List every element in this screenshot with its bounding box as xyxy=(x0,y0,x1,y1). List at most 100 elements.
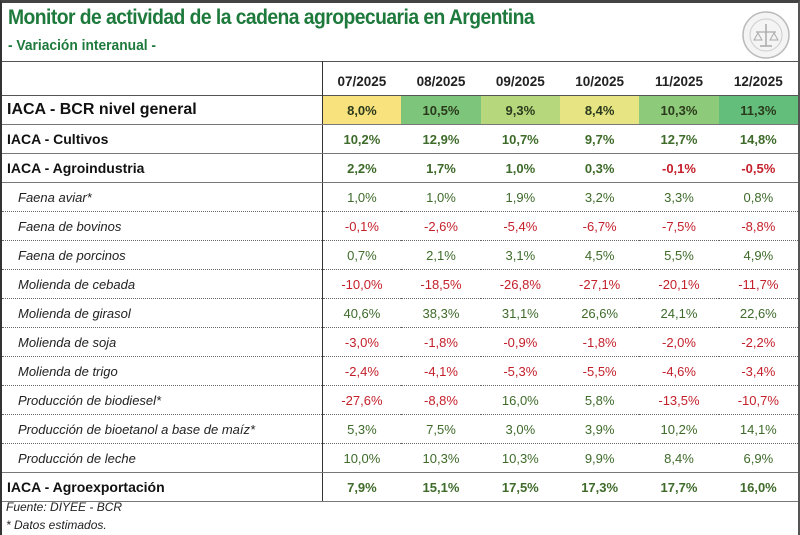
value-cell: 3,2% xyxy=(559,182,640,212)
value-cell: 1,7% xyxy=(401,153,481,183)
value-cell: 38,3% xyxy=(401,298,481,328)
value-cell: 1,0% xyxy=(401,182,481,212)
value-cell: -10,0% xyxy=(322,269,402,299)
table-row: Producción de leche 10,0% 10,3% 10,3% 9,9% 8,… xyxy=(2,443,798,473)
value-cell: 10,2% xyxy=(639,414,719,444)
value-cell: -1,8% xyxy=(559,327,640,357)
value-cell: 3,1% xyxy=(480,240,560,270)
page-subtitle: - Variación interanual - xyxy=(8,37,157,54)
value-cell: 17,5% xyxy=(480,472,560,502)
value-cell: -2,4% xyxy=(322,356,402,386)
value-cell: -6,7% xyxy=(559,211,640,241)
value-cell: 14,1% xyxy=(718,414,798,444)
row-label: Molienda de cebada xyxy=(2,269,323,299)
table-row: Faena de porcinos 0,7% 2,1% 3,1% 4,5% 5,5% 4,9… xyxy=(2,240,798,270)
value-cell: 5,5% xyxy=(639,240,719,270)
value-cell: -1,8% xyxy=(401,327,481,357)
table-row: Molienda de trigo -2,4% -4,1% -5,3% -5,5% -4,… xyxy=(2,356,798,386)
value-cell: 15,1% xyxy=(401,472,481,502)
header-blank xyxy=(2,61,323,96)
row-label: Molienda de trigo xyxy=(2,356,323,386)
row-label: IACA - BCR nivel general xyxy=(2,95,323,125)
column-header: 12/2025 xyxy=(733,74,783,89)
table-row: Molienda de cebada -10,0% -18,5% -26,8% -27,… xyxy=(2,269,798,299)
table-row: Producción de biodiesel* -27,6% -8,8% 16,0%… xyxy=(2,385,798,415)
value-cell: -0,9% xyxy=(480,327,560,357)
value-cell: 17,7% xyxy=(639,472,719,502)
value-cell: 7,5% xyxy=(401,414,481,444)
value-cell: 1,9% xyxy=(480,182,560,212)
value-cell: 14,8% xyxy=(718,124,798,154)
value-cell: 3,0% xyxy=(480,414,560,444)
value-cell: 9,7% xyxy=(559,124,640,154)
value-cell: 10,3% xyxy=(480,443,560,473)
value-cell: 0,8% xyxy=(718,182,798,212)
page-title: Monitor de actividad de la cadena agrope… xyxy=(8,6,535,29)
value-cell: -27,6% xyxy=(322,385,402,415)
value-cell: -2,2% xyxy=(718,327,798,357)
table-row: Molienda de soja -3,0% -1,8% -0,9% -1,8% -2,0… xyxy=(2,327,798,357)
value-cell: -13,5% xyxy=(639,385,719,415)
value-cell: 8,4% xyxy=(559,95,640,125)
table-row: Faena aviar* 1,0% 1,0% 1,9% 3,2% 3,3% 0,8% xyxy=(2,182,798,212)
row-label: Producción de leche xyxy=(2,443,323,473)
value-cell: 12,7% xyxy=(639,124,719,154)
value-cell: -3,0% xyxy=(322,327,402,357)
value-cell: -10,7% xyxy=(718,385,798,415)
table-row: Faena de bovinos -0,1% -2,6% -5,4% -6,7% -7,5… xyxy=(2,211,798,241)
data-table: 07/2025 08/2025 09/2025 10/2025 11/2025 12/20… xyxy=(2,61,798,502)
value-cell: 2,1% xyxy=(401,240,481,270)
value-cell: 5,3% xyxy=(322,414,402,444)
value-cell: 8,4% xyxy=(639,443,719,473)
value-cell: -26,8% xyxy=(480,269,560,299)
bcr-seal-logo xyxy=(742,11,790,59)
value-cell: -8,8% xyxy=(718,211,798,241)
value-cell: 26,6% xyxy=(559,298,640,328)
value-cell: 5,8% xyxy=(559,385,640,415)
value-cell: 10,3% xyxy=(401,443,481,473)
value-cell: 7,9% xyxy=(322,472,402,502)
estimate-note: * Datos estimados. xyxy=(6,518,107,532)
value-cell: -5,3% xyxy=(480,356,560,386)
value-cell: 40,6% xyxy=(322,298,402,328)
value-cell: -27,1% xyxy=(559,269,640,299)
source-note: Fuente: DIYEE - BCR xyxy=(6,500,123,514)
value-cell: 4,9% xyxy=(718,240,798,270)
value-cell: 2,2% xyxy=(322,153,402,183)
column-header: 10/2025 xyxy=(575,74,625,89)
value-cell: 9,3% xyxy=(480,95,560,125)
value-cell: 10,3% xyxy=(639,95,719,125)
value-cell: 10,2% xyxy=(322,124,402,154)
value-cell: -2,6% xyxy=(401,211,481,241)
value-cell: -8,8% xyxy=(401,385,481,415)
column-header: 09/2025 xyxy=(495,74,545,89)
table-row: IACA - BCR nivel general 8,0% 10,5% 9,3% 8,4… xyxy=(2,95,798,125)
header-row: 07/2025 08/2025 09/2025 10/2025 11/2025 12/20… xyxy=(2,61,798,96)
value-cell: -4,1% xyxy=(401,356,481,386)
value-cell: 31,1% xyxy=(480,298,560,328)
row-label: IACA - Cultivos xyxy=(2,124,323,154)
value-cell: -20,1% xyxy=(639,269,719,299)
value-cell: -4,6% xyxy=(639,356,719,386)
table-row: Producción de bioetanol a base de maíz* 5… xyxy=(2,414,798,444)
row-label: Faena de porcinos xyxy=(2,240,323,270)
row-label: Molienda de girasol xyxy=(2,298,323,328)
row-label: Faena aviar* xyxy=(2,182,323,212)
value-cell: 11,3% xyxy=(718,95,798,125)
value-cell: 0,7% xyxy=(322,240,402,270)
value-cell: 10,7% xyxy=(480,124,560,154)
value-cell: 1,0% xyxy=(322,182,402,212)
row-label: Molienda de soja xyxy=(2,327,323,357)
value-cell: 16,0% xyxy=(718,472,798,502)
column-header: 07/2025 xyxy=(337,74,387,89)
value-cell: -11,7% xyxy=(718,269,798,299)
column-header: 11/2025 xyxy=(654,74,703,89)
value-cell: 24,1% xyxy=(639,298,719,328)
value-cell: 3,9% xyxy=(559,414,640,444)
row-label: Producción de biodiesel* xyxy=(2,385,323,415)
row-label: Faena de bovinos xyxy=(2,211,323,241)
value-cell: -5,4% xyxy=(480,211,560,241)
value-cell: 10,0% xyxy=(322,443,402,473)
row-label: Producción de bioetanol a base de maíz* xyxy=(2,414,323,444)
